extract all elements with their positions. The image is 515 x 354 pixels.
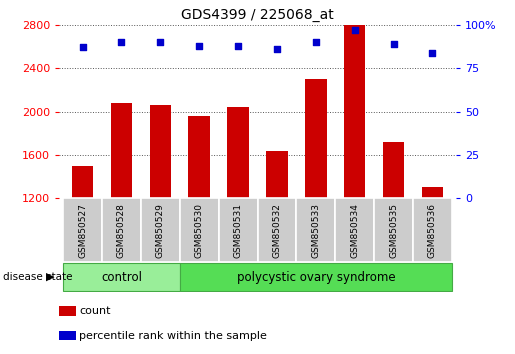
- Text: GSM850531: GSM850531: [234, 202, 243, 258]
- Point: [117, 39, 126, 45]
- Point: [351, 27, 359, 33]
- Bar: [141, 198, 180, 262]
- Bar: [383, 142, 404, 198]
- Text: GSM850528: GSM850528: [117, 202, 126, 258]
- Bar: [227, 107, 249, 198]
- Bar: [219, 198, 258, 262]
- Text: percentile rank within the sample: percentile rank within the sample: [79, 331, 267, 341]
- Bar: [180, 263, 452, 291]
- Text: control: control: [101, 270, 142, 284]
- Bar: [258, 198, 296, 262]
- Bar: [344, 25, 365, 198]
- Bar: [72, 166, 93, 198]
- Text: GSM850527: GSM850527: [78, 202, 87, 258]
- Text: count: count: [79, 306, 111, 316]
- Bar: [296, 198, 335, 262]
- Point: [234, 43, 242, 48]
- Point: [156, 39, 164, 45]
- Text: disease state: disease state: [3, 272, 72, 282]
- Bar: [59, 306, 76, 316]
- Bar: [413, 198, 452, 262]
- Bar: [63, 198, 102, 262]
- Bar: [150, 105, 171, 198]
- Point: [195, 43, 203, 48]
- Point: [273, 46, 281, 52]
- Bar: [111, 103, 132, 198]
- Bar: [102, 198, 141, 262]
- Bar: [59, 331, 76, 341]
- Text: GSM850535: GSM850535: [389, 202, 398, 258]
- Text: ▶: ▶: [45, 272, 54, 282]
- Point: [389, 41, 398, 47]
- Text: GSM850530: GSM850530: [195, 202, 204, 258]
- Bar: [188, 116, 210, 198]
- Point: [428, 50, 437, 55]
- Point: [312, 39, 320, 45]
- Point: [78, 45, 87, 50]
- Text: GSM850529: GSM850529: [156, 202, 165, 258]
- Bar: [374, 198, 413, 262]
- Text: GSM850533: GSM850533: [311, 202, 320, 258]
- Text: polycystic ovary syndrome: polycystic ovary syndrome: [236, 270, 395, 284]
- Bar: [335, 198, 374, 262]
- Text: GSM850536: GSM850536: [428, 202, 437, 258]
- Bar: [422, 187, 443, 198]
- Bar: [63, 263, 180, 291]
- Title: GDS4399 / 225068_at: GDS4399 / 225068_at: [181, 8, 334, 22]
- Bar: [266, 150, 288, 198]
- Bar: [305, 79, 327, 198]
- Text: GSM850534: GSM850534: [350, 202, 359, 258]
- Bar: [180, 198, 219, 262]
- Text: GSM850532: GSM850532: [272, 202, 281, 258]
